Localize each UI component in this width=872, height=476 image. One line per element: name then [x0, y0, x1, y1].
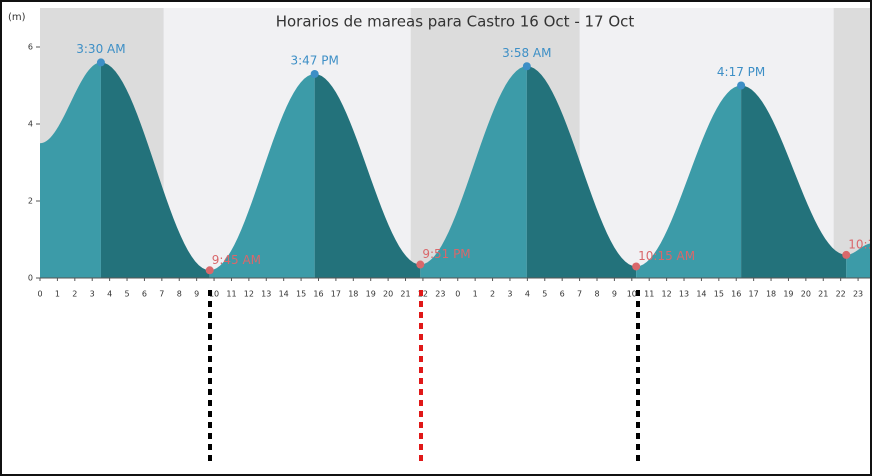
x-tick-label: 23: [853, 290, 863, 299]
night-band: [833, 8, 872, 278]
x-tick-label: 2: [72, 290, 77, 299]
x-tick-label: 19: [783, 290, 793, 299]
y-tick-label: 4: [28, 120, 33, 129]
tide-area: [741, 85, 847, 278]
x-tick-label: 3: [90, 290, 95, 299]
x-tick-label: 20: [383, 290, 393, 299]
plot-area: 3:30 AM 9:45 AM 3:47 PM 9:51 PM 3:58 AM 10:15…: [28, 8, 872, 299]
x-tick-label: 10: [627, 290, 637, 299]
x-tick-label: 3: [507, 290, 512, 299]
tide-time-label: 3:30 AM: [76, 42, 125, 56]
x-tick-label: 1: [473, 290, 478, 299]
x-tick-label: 4: [525, 290, 530, 299]
x-tick-label: 1: [55, 290, 60, 299]
x-tick-label: 8: [177, 290, 182, 299]
x-tick-label: 14: [696, 290, 706, 299]
low-tide-point: [632, 262, 641, 271]
x-tick-label: 9: [194, 290, 199, 299]
x-tick-label: 22: [836, 290, 846, 299]
x-tick-label: 23: [435, 290, 445, 299]
chart-title: Horarios de mareas para Castro 16 Oct - …: [276, 13, 635, 31]
x-tick-label: 7: [577, 290, 582, 299]
x-tick-label: 13: [261, 290, 271, 299]
x-tick-label: 0: [455, 290, 460, 299]
tide-time-label: 9:51 PM: [422, 247, 470, 261]
y-tick-label: 0: [28, 274, 33, 283]
x-tick-label: 4: [107, 290, 112, 299]
low-tide-point: [205, 266, 214, 275]
x-tick-label: 18: [766, 290, 776, 299]
x-tick-label: 2: [490, 290, 495, 299]
y-tick-label: 6: [28, 43, 33, 52]
tide-time-label: 10:19 PM: [848, 237, 872, 251]
x-tick-label: 14: [279, 290, 289, 299]
x-tick-label: 8: [594, 290, 599, 299]
x-tick-label: 16: [731, 290, 741, 299]
tide-area: [40, 62, 101, 279]
x-tick-label: 12: [244, 290, 254, 299]
x-tick-label: 16: [313, 290, 323, 299]
tide-area: [420, 66, 527, 278]
tide-area: [636, 85, 742, 278]
x-tick-label: 5: [542, 290, 547, 299]
x-tick-label: 6: [560, 290, 565, 299]
x-tick-label: 17: [749, 290, 759, 299]
x-tick-label: 21: [400, 290, 410, 299]
high-tide-point: [522, 62, 531, 71]
low-tide-point: [842, 250, 851, 259]
x-tick-label: 9: [612, 290, 617, 299]
tide-area: [209, 73, 315, 278]
high-tide-point: [96, 58, 105, 67]
x-tick-label: 7: [159, 290, 164, 299]
y-tick-label: 2: [28, 197, 33, 206]
tide-time-label: 9:45 AM: [212, 253, 261, 267]
x-tick-label: 6: [142, 290, 147, 299]
x-tick-label: 11: [644, 290, 654, 299]
x-tick-label: 12: [662, 290, 672, 299]
tide-area: [526, 66, 637, 278]
tide-time-label: 3:58 AM: [502, 46, 551, 60]
x-tick-label: 19: [366, 290, 376, 299]
tide-area: [846, 243, 872, 278]
x-tick-label: 0: [37, 290, 42, 299]
low-tide-point: [416, 260, 425, 269]
high-tide-point: [737, 81, 746, 90]
x-tick-label: 15: [296, 290, 306, 299]
tide-time-label: 4:17 PM: [717, 65, 765, 79]
x-tick-label: 17: [331, 290, 341, 299]
tide-time-label: 10:15 AM: [638, 249, 695, 263]
x-tick-label: 13: [679, 290, 689, 299]
x-tick-label: 10: [209, 290, 219, 299]
x-tick-label: 15: [714, 290, 724, 299]
x-tick-label: 5: [124, 290, 129, 299]
y-axis-label: (m): [8, 12, 26, 23]
x-tick-label: 18: [348, 290, 358, 299]
tide-area: [100, 62, 210, 279]
x-tick-label: 11: [226, 290, 236, 299]
x-tick-label: 20: [801, 290, 811, 299]
tide-area: [314, 73, 421, 278]
x-tick-label: 21: [818, 290, 828, 299]
tide-time-label: 3:47 PM: [290, 53, 338, 67]
high-tide-point: [310, 69, 319, 78]
